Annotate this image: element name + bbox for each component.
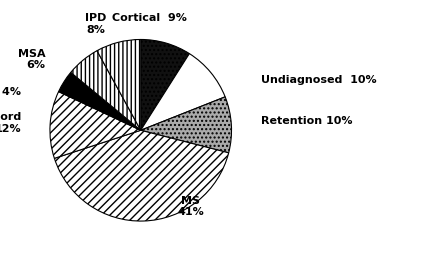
Text: Subsacral  4%: Subsacral 4% <box>0 87 21 97</box>
Text: Cortical  9%: Cortical 9% <box>112 13 187 23</box>
Wedge shape <box>141 97 231 153</box>
Text: MS
41%: MS 41% <box>177 196 204 217</box>
Text: Other spinal cord
12%: Other spinal cord 12% <box>0 112 21 134</box>
Text: IPD
8%: IPD 8% <box>84 13 106 35</box>
Text: Undiagnosed  10%: Undiagnosed 10% <box>260 75 376 85</box>
Wedge shape <box>59 72 141 130</box>
Text: Retention 10%: Retention 10% <box>260 116 352 126</box>
Text: MSA
6%: MSA 6% <box>18 49 45 70</box>
Wedge shape <box>71 51 141 130</box>
Wedge shape <box>50 92 141 158</box>
Wedge shape <box>55 130 229 221</box>
Wedge shape <box>141 39 189 130</box>
Wedge shape <box>141 54 225 130</box>
Wedge shape <box>97 39 141 130</box>
